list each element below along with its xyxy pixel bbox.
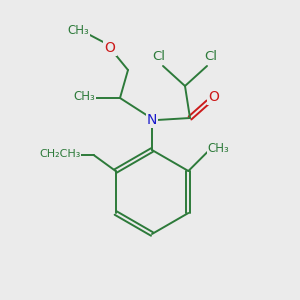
Text: CH₃: CH₃ bbox=[67, 25, 89, 38]
Text: N: N bbox=[147, 113, 157, 127]
Text: Cl: Cl bbox=[152, 50, 166, 64]
Text: CH₃: CH₃ bbox=[208, 142, 229, 154]
Text: CH₂CH₃: CH₂CH₃ bbox=[39, 149, 80, 159]
Text: O: O bbox=[208, 90, 219, 104]
Text: O: O bbox=[105, 41, 116, 55]
Text: CH₃: CH₃ bbox=[73, 91, 95, 103]
Text: Cl: Cl bbox=[205, 50, 218, 64]
